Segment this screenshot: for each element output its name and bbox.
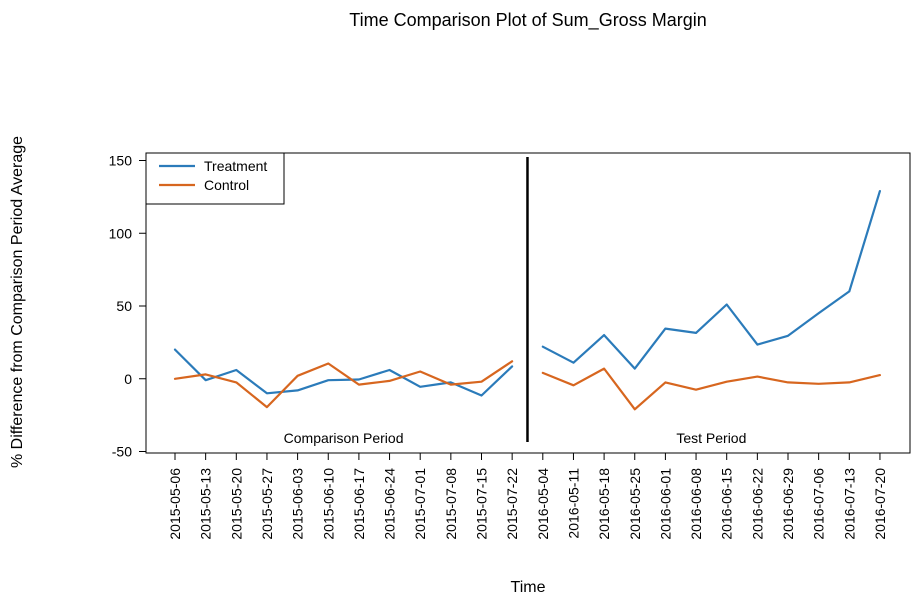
x-tick-label: 2015-06-17 bbox=[351, 468, 367, 540]
x-tick-label: 2016-07-20 bbox=[872, 468, 888, 540]
x-tick-label: 2016-07-13 bbox=[841, 468, 857, 540]
x-tick-label: 2016-06-29 bbox=[780, 468, 796, 540]
chart-title: Time Comparison Plot of Sum_Gross Margin bbox=[349, 10, 706, 31]
series-lines bbox=[173, 190, 882, 411]
x-tick-label: 2015-07-15 bbox=[474, 468, 490, 540]
x-tick-label: 2016-05-25 bbox=[627, 468, 643, 540]
y-tick-label: -50 bbox=[112, 444, 132, 460]
y-tick-label: 0 bbox=[124, 371, 132, 387]
y-tick-label: 150 bbox=[109, 153, 133, 169]
period-label: Test Period bbox=[676, 430, 746, 446]
x-tick-label: 2016-05-04 bbox=[535, 468, 551, 540]
series-line-control bbox=[173, 360, 514, 409]
x-tick-label: 2015-06-10 bbox=[320, 468, 336, 540]
x-axis-label: Time bbox=[511, 579, 546, 596]
x-tick-label: 2015-05-13 bbox=[198, 468, 214, 540]
x-tick-label: 2016-06-22 bbox=[749, 468, 765, 540]
x-tick-label: 2015-07-01 bbox=[412, 468, 428, 540]
x-tick-label: 2015-05-06 bbox=[167, 468, 183, 540]
x-tick-label: 2016-05-11 bbox=[565, 468, 581, 539]
x-tick-label: 2015-07-08 bbox=[443, 468, 459, 540]
legend: Treatment Control bbox=[145, 152, 285, 205]
x-tick-label: 2015-07-22 bbox=[504, 468, 520, 540]
x-axis: 2015-05-06 2015-05-13 2015-05-20 2015-05-27… bbox=[167, 452, 888, 540]
series-line-control bbox=[541, 367, 882, 411]
y-axis: -50 0 50 100 150 bbox=[109, 153, 147, 460]
series-line-treatment bbox=[541, 190, 882, 370]
legend-box bbox=[145, 152, 285, 205]
x-tick-label: 2016-07-06 bbox=[811, 468, 827, 540]
y-axis-label: % Difference from Comparison Period Aver… bbox=[9, 136, 26, 468]
period-label: Comparison Period bbox=[284, 430, 404, 446]
legend-label-treatment: Treatment bbox=[204, 158, 267, 174]
x-tick-label: 2015-05-20 bbox=[228, 468, 244, 540]
legend-label-control: Control bbox=[204, 177, 249, 193]
y-tick-label: 50 bbox=[116, 298, 132, 314]
series-line-treatment bbox=[173, 348, 514, 397]
x-tick-label: 2015-05-27 bbox=[259, 468, 275, 540]
x-tick-label: 2016-06-01 bbox=[657, 468, 673, 540]
x-tick-label: 2015-06-03 bbox=[290, 468, 306, 540]
x-tick-label: 2016-06-08 bbox=[688, 468, 704, 540]
x-tick-label: 2015-06-24 bbox=[382, 468, 398, 540]
x-tick-label: 2016-05-18 bbox=[596, 468, 612, 540]
x-tick-label: 2016-06-15 bbox=[719, 468, 735, 540]
y-tick-label: 100 bbox=[109, 225, 133, 241]
